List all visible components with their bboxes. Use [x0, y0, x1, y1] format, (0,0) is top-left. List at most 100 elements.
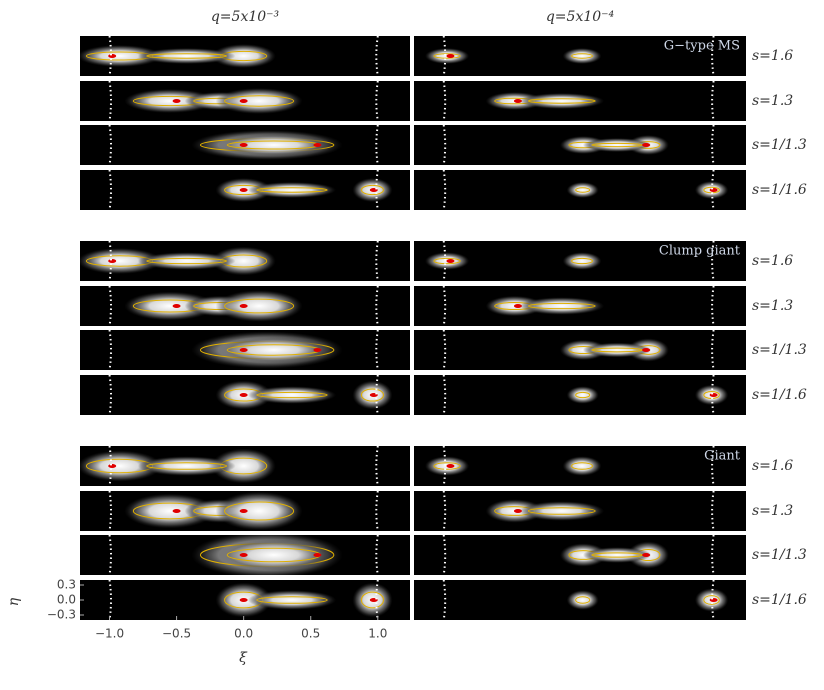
y-tick-label: 0.0: [57, 593, 76, 607]
x-tick-label: 1.0: [368, 627, 387, 641]
caustic: [108, 464, 117, 468]
y-tick-label: 0.3: [57, 578, 76, 592]
glow: [562, 252, 602, 270]
contour: [575, 391, 591, 399]
caustic: [239, 348, 248, 352]
source-arc: [711, 535, 715, 575]
glow: [566, 182, 599, 198]
contour: [575, 187, 591, 193]
row-label: s=1.3: [752, 93, 793, 109]
source-arc: [108, 81, 113, 121]
group-label: G−type MS: [664, 39, 740, 54]
caustic: [313, 553, 322, 557]
caustic: [239, 188, 248, 192]
source-arc: [108, 375, 113, 415]
map: [108, 535, 379, 575]
contour: [256, 391, 328, 399]
map: [108, 580, 393, 620]
map: [442, 81, 715, 121]
map: [442, 580, 729, 620]
contour: [703, 595, 720, 605]
caustic: [642, 553, 651, 557]
glow: [215, 290, 303, 322]
map-panel: [414, 286, 746, 326]
contour: [360, 388, 384, 402]
source-arc: [711, 330, 715, 370]
map-panel: [414, 535, 746, 575]
map: [108, 170, 393, 210]
source-arc: [711, 81, 715, 121]
source-arc: [711, 491, 715, 531]
map-panel: [80, 286, 410, 326]
column-title: q=5x10⁻⁴: [546, 9, 615, 25]
source-arc: [108, 241, 113, 281]
x-tick-label: 0.5: [301, 627, 320, 641]
source-arc: [375, 81, 379, 121]
caustic: [446, 464, 455, 468]
map-panel: [80, 580, 410, 620]
map: [108, 330, 379, 370]
caustic: [642, 348, 651, 352]
x-axis-label: ξ: [239, 650, 248, 666]
glow: [247, 590, 337, 610]
caustic: [172, 99, 181, 103]
glow: [562, 456, 602, 476]
source-arc: [442, 170, 447, 210]
contour: [224, 501, 295, 521]
map: [424, 36, 715, 76]
map: [442, 286, 715, 326]
glow: [80, 248, 162, 274]
map-panel: [414, 330, 746, 370]
contour: [256, 596, 328, 604]
source-arc: [375, 535, 379, 575]
caustic: [239, 99, 248, 103]
contour: [527, 98, 596, 104]
source-arc: [108, 170, 113, 210]
row-label: s=1.3: [752, 298, 793, 314]
caustic: [172, 509, 181, 513]
row-label: s=1.6: [752, 48, 793, 64]
map-panel: [80, 125, 410, 165]
row-label: s=1/1.6: [752, 182, 807, 198]
map-panel: [414, 81, 746, 121]
contour: [571, 462, 593, 470]
map-panel: [414, 446, 746, 486]
caustic: [642, 143, 651, 147]
source-arc: [108, 286, 113, 326]
caustic: [313, 348, 322, 352]
map: [80, 36, 379, 76]
contour: [433, 257, 461, 265]
source-arc: [108, 330, 113, 370]
map: [442, 491, 715, 531]
source-arc: [442, 36, 447, 76]
source-arc: [711, 375, 715, 415]
source-arc: [442, 375, 447, 415]
map: [108, 491, 379, 531]
caustic: [513, 509, 522, 513]
glow: [218, 337, 330, 363]
x-tick-label: −1.0: [95, 627, 124, 641]
caustic: [239, 143, 248, 147]
glow: [582, 138, 652, 152]
glow: [137, 456, 236, 476]
map: [108, 286, 379, 326]
source-arc: [442, 125, 447, 165]
contour: [224, 298, 295, 314]
glow: [519, 501, 605, 521]
glow: [566, 590, 599, 610]
glow: [519, 93, 605, 109]
row-label: s=1/1.3: [752, 137, 807, 153]
glow: [211, 44, 276, 68]
source-arc: [375, 241, 379, 281]
map: [108, 81, 379, 121]
glow: [562, 48, 602, 64]
map-panel: [414, 241, 746, 281]
y-tick-label: −0.3: [47, 608, 76, 622]
caustic: [239, 553, 248, 557]
glow: [215, 491, 303, 531]
contour: [433, 462, 461, 470]
contour: [527, 302, 596, 310]
row-label: s=1/1.3: [752, 547, 807, 563]
map-panel: [414, 36, 746, 76]
